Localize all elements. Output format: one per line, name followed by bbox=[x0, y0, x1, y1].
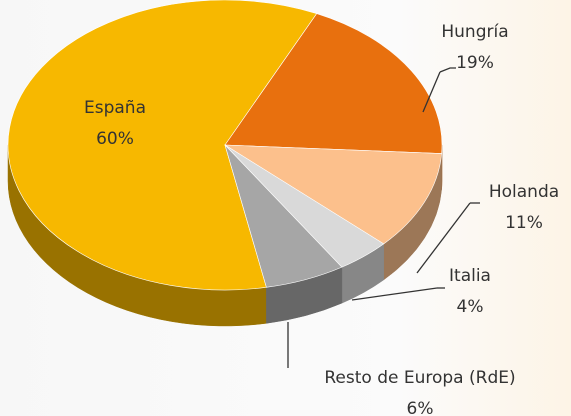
leader-line bbox=[439, 67, 456, 73]
slice-label: Hungría bbox=[441, 22, 508, 42]
pie-slice bbox=[7, 0, 318, 291]
leader-line bbox=[351, 287, 438, 301]
pie-slice bbox=[224, 144, 343, 288]
value-label: 11% bbox=[505, 213, 543, 233]
leader-line bbox=[416, 202, 471, 274]
value-label: 60% bbox=[96, 129, 134, 149]
value-label: 4% bbox=[457, 297, 484, 317]
slice-label: España bbox=[84, 98, 146, 118]
pie-slice bbox=[223, 144, 442, 245]
value-label: 19% bbox=[456, 53, 494, 73]
slice-label: Italia bbox=[449, 266, 491, 286]
pie-slice bbox=[224, 13, 443, 154]
slice-label: Resto de Europa (RdE) bbox=[324, 368, 515, 388]
leader-line bbox=[422, 71, 441, 113]
value-label: 6% bbox=[407, 399, 434, 416]
slice-label: Holanda bbox=[489, 182, 559, 202]
